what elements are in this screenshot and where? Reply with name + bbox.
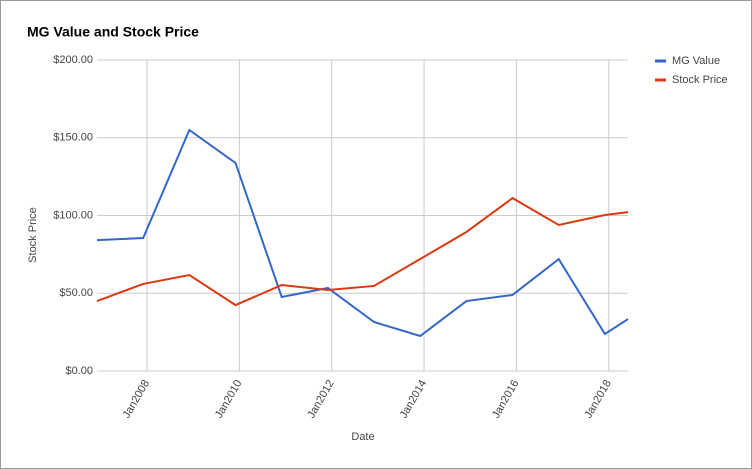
y-tick-label: $150.00 — [53, 132, 93, 144]
x-axis-title: Date — [351, 431, 374, 443]
y-tick-label: $0.00 — [65, 365, 93, 377]
y-tick-label: $50.00 — [59, 287, 93, 299]
legend-label: Stock Price — [672, 74, 728, 86]
series-line — [96, 196, 629, 307]
series-line — [96, 128, 629, 338]
legend-label: MG Value — [672, 55, 720, 67]
y-tick-label: $200.00 — [53, 54, 93, 66]
y-tick-label: $100.00 — [53, 209, 93, 221]
y-axis-title: Stock Price — [27, 207, 39, 263]
chart-title: MG Value and Stock Price — [27, 24, 199, 40]
